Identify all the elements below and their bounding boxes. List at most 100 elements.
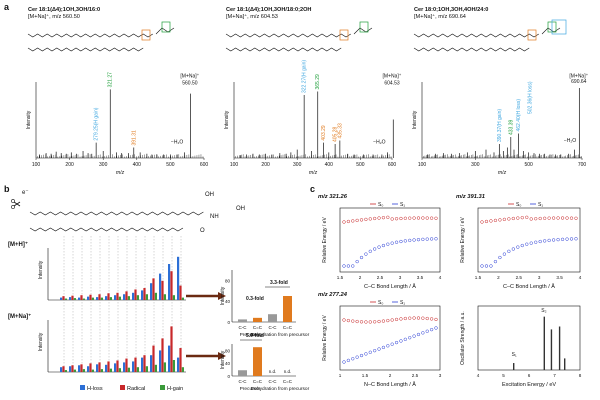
bar-h-loss: [60, 367, 63, 372]
bar-radical: [71, 295, 74, 300]
s0-point: [547, 216, 551, 220]
spectrum-subtitle: [M+Na]⁺, m/z 690.64: [414, 13, 466, 20]
y-axis-label: Intensity: [220, 286, 226, 305]
s1-point: [390, 241, 394, 245]
s1-point: [502, 252, 507, 256]
plot-frame: [477, 207, 581, 273]
bar-h-gain: [154, 292, 157, 300]
category-label: C-C: [269, 379, 278, 384]
s1-point: [399, 239, 403, 244]
bar-radical: [152, 345, 155, 372]
s0-point: [489, 219, 493, 223]
s1-point: [511, 247, 515, 251]
s0-point: [421, 216, 425, 220]
s0-point: [529, 217, 533, 221]
category-label: C-C: [239, 325, 248, 330]
peak-annotation: 279.25(H gain): [94, 107, 100, 140]
s1-point: [403, 239, 407, 243]
bar-h-gain: [145, 366, 148, 372]
s1-point: [421, 331, 425, 335]
legend-label: Radical: [127, 386, 145, 392]
plot-frame: [477, 305, 581, 371]
y-axis-label: Relative Energy / eV: [322, 315, 328, 361]
s1-point: [386, 242, 390, 246]
s0-point: [364, 217, 368, 222]
peak-annotation: −H₂O: [564, 138, 576, 144]
s1-point: [342, 360, 346, 364]
bar-h-loss: [132, 361, 135, 372]
panel-c-label: c: [310, 184, 315, 194]
ratio-bar: [253, 317, 262, 322]
bar-radical: [170, 326, 173, 372]
x-tick-label: 1.5: [362, 373, 369, 378]
s0-point: [351, 219, 355, 223]
fold-label: 3.3-fold: [270, 280, 288, 286]
x-tick-label: 400: [325, 162, 334, 168]
bar-h-gain: [109, 297, 112, 300]
x-tick-label: 500: [524, 162, 533, 168]
spectrum-subtitle: [M+Na]⁺, m/z 604.53: [226, 13, 278, 20]
s0-point: [498, 218, 502, 222]
cleavage-box-orange: [141, 29, 151, 41]
x-axis-label: m/z: [498, 170, 507, 176]
x-tick-label: 500: [356, 162, 365, 168]
s1-point: [346, 358, 351, 363]
bar-h-loss: [123, 362, 126, 372]
s1-point: [346, 264, 351, 268]
x-tick-label: 4: [579, 275, 582, 280]
s0-point: [556, 216, 560, 220]
x-tick-label: 3.5: [556, 275, 563, 280]
x-tick-label: 100: [230, 162, 239, 168]
bar-h-gain: [181, 297, 184, 300]
legend-label: S₁: [400, 300, 405, 306]
legend-label: S₀: [516, 202, 521, 208]
s0-point: [520, 216, 524, 220]
alkyl-chain: [225, 33, 351, 38]
x-axis-label: m/z: [309, 170, 318, 176]
s0-point: [480, 220, 484, 224]
x-tick-label: 2: [359, 275, 362, 280]
legend-label: H-gain: [167, 386, 183, 392]
x-tick-label: 300: [471, 162, 480, 168]
ion-label: [M+Na]⁺: [8, 313, 31, 320]
s0-point: [412, 216, 416, 220]
cleavage-box-orange: [339, 29, 349, 41]
s0-point: [408, 216, 412, 220]
s1-point: [381, 345, 386, 350]
bar-radical: [89, 294, 92, 300]
s0-point: [377, 319, 381, 324]
category-label: C-C: [269, 325, 278, 330]
legend-label: S₀: [378, 300, 383, 306]
cleavage-box-green: [359, 21, 369, 33]
s0-point: [484, 219, 489, 224]
cleavage-box-green: [161, 21, 171, 33]
s1-point: [403, 337, 407, 341]
bar-h-gain: [136, 295, 139, 300]
bar-h-loss: [78, 297, 81, 300]
scissors-handle: [11, 199, 15, 203]
s0-point: [351, 319, 355, 323]
peak-annotation: [M+Na]⁺: [569, 74, 588, 80]
plot-title: m/z 277.24: [318, 292, 348, 298]
alkyl-chain: [413, 33, 539, 38]
s0-point: [538, 216, 542, 221]
bar-radical: [107, 361, 110, 372]
bar-h-loss: [150, 355, 153, 372]
panel-b-label: b: [4, 184, 10, 194]
bar-h-gain: [109, 368, 112, 372]
s0-point: [543, 216, 547, 220]
y-axis-label: Intensity: [38, 332, 44, 351]
peak-annotation: 365.29: [315, 74, 321, 90]
bar-radical: [161, 338, 164, 372]
bar-h-gain: [145, 294, 148, 300]
panel-a-label: a: [4, 2, 10, 12]
s0-point: [394, 317, 399, 322]
s0-point: [355, 319, 359, 324]
x-tick-label: 7: [553, 373, 556, 378]
s1-point: [355, 259, 359, 264]
s0-point: [399, 317, 403, 321]
peak-annotation: 403.29: [321, 125, 327, 141]
peak-annotation: 391.31: [131, 130, 137, 146]
oh-label: OH: [236, 206, 245, 212]
